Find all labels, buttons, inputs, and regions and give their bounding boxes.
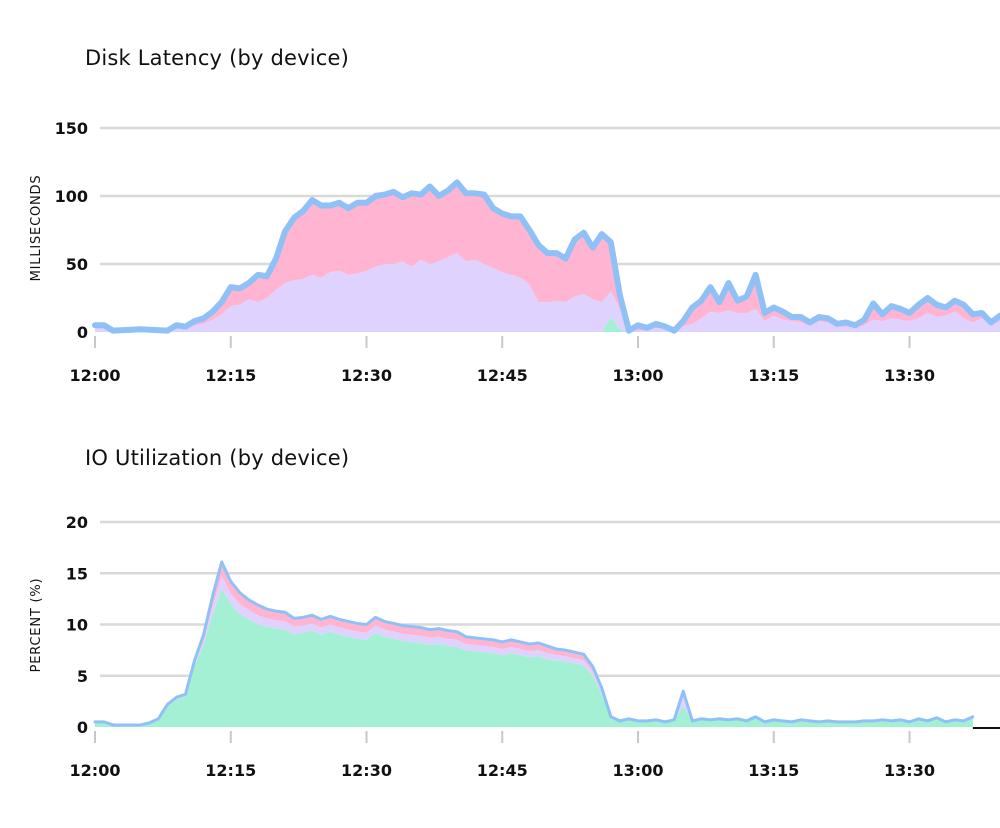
io-series-area-green — [95, 588, 973, 727]
io-y-axis-label: PERCENT (%) — [29, 578, 44, 673]
latency-y-tick-label: 0 — [77, 323, 88, 342]
latency-series-area-violet — [95, 253, 1000, 332]
io-x-tick-label: 13:00 — [613, 761, 664, 780]
io-x-tick-label: 12:30 — [341, 761, 392, 780]
latency-x-tick-label: 12:45 — [477, 366, 528, 385]
latency-x-tick-label: 12:30 — [341, 366, 392, 385]
chart-title-disk-latency: Disk Latency (by device) — [85, 46, 350, 70]
latency-x-tick-label: 12:00 — [70, 366, 121, 385]
latency-x-tick-label: 13:30 — [884, 366, 935, 385]
latency-x-tick-label: 13:15 — [748, 366, 799, 385]
io-y-tick-label: 15 — [66, 564, 88, 583]
latency-series-area-pink — [95, 182, 1000, 331]
latency-y-tick-label: 50 — [66, 255, 88, 274]
io-utilization-chart-panel: IO Utilization (by device) 0 5 10 15 20 12:00… — [0, 400, 1000, 828]
latency-x-tick-label: 13:00 — [613, 366, 664, 385]
io-y-tick-label: 0 — [77, 718, 88, 737]
io-x-tick-label: 12:45 — [477, 761, 528, 780]
latency-y-tick-label: 100 — [55, 187, 88, 206]
latency-x-tick-label: 12:15 — [205, 366, 256, 385]
io-total-outline — [93, 560, 975, 727]
io-x-tick-label: 12:00 — [70, 761, 121, 780]
io-x-tick-label: 13:15 — [748, 761, 799, 780]
io-utilization-chart: 0 5 10 15 20 12:00 12:15 12:30 12:45 13:00 13:15 13… — [29, 513, 1000, 780]
io-y-tick-label: 10 — [66, 616, 88, 635]
latency-total-outline — [92, 179, 1000, 334]
io-x-tick-label: 12:15 — [205, 761, 256, 780]
disk-latency-chart: 0 50 100 150 12:00 12:15 12:30 12:45 13:00 13:15 1… — [29, 119, 1000, 385]
io-y-tick-label: 20 — [66, 513, 88, 532]
disk-latency-chart-panel: Disk Latency (by device) 0 50 100 150 12:00 1… — [0, 0, 1000, 400]
chart-title-io-utilization: IO Utilization (by device) — [85, 446, 350, 470]
latency-y-axis-label: MILLISECONDS — [29, 175, 44, 282]
latency-y-tick-label: 150 — [55, 119, 88, 138]
io-x-tick-label: 13:30 — [884, 761, 935, 780]
io-y-tick-label: 5 — [77, 667, 88, 686]
